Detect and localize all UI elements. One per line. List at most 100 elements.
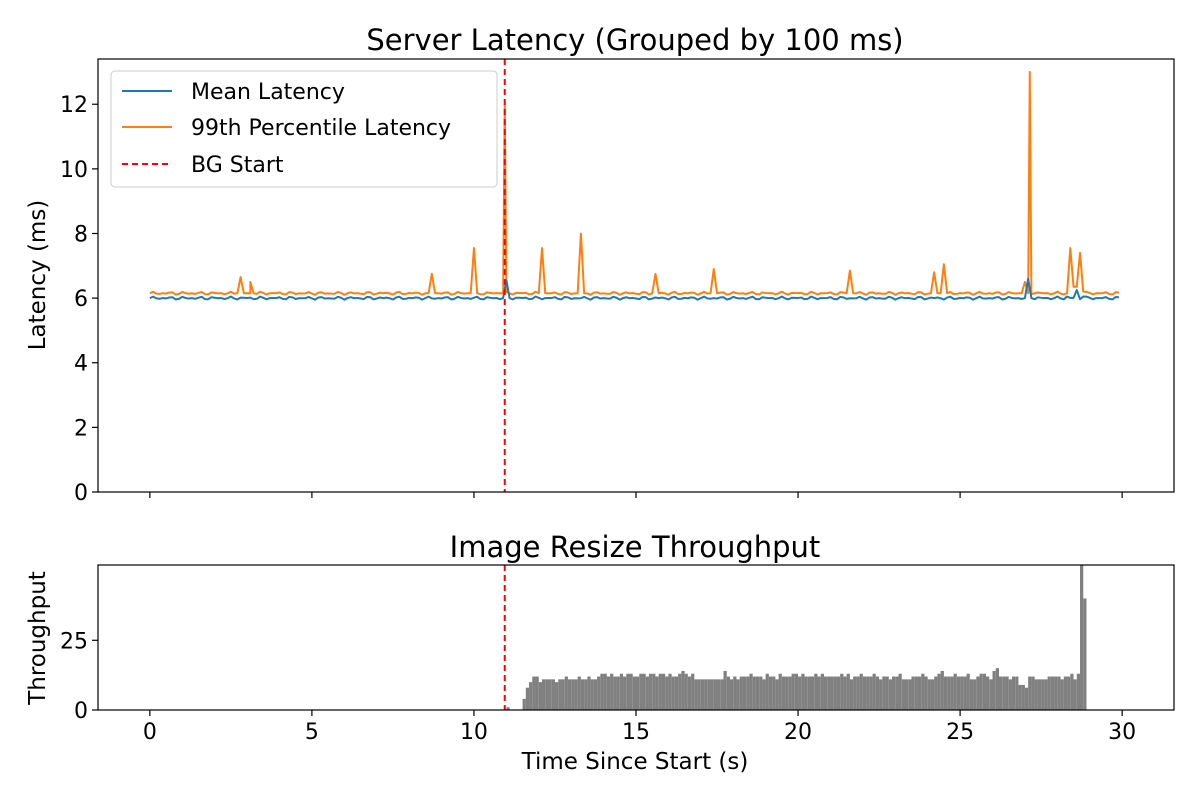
throughput-plot-area <box>503 565 1087 710</box>
throughput-bar <box>840 673 844 710</box>
throughput-bar <box>820 673 824 710</box>
throughput-bar <box>833 676 837 710</box>
throughput-bar <box>947 676 951 710</box>
throughput-bar <box>564 676 568 710</box>
x-tick-label: 20 <box>784 720 812 745</box>
legend: Mean Latency 99th Percentile Latency BG … <box>110 70 498 188</box>
x-tick-label: 15 <box>622 720 650 745</box>
legend-box <box>110 70 498 188</box>
throughput-bar <box>717 679 721 710</box>
throughput-bar <box>1054 676 1058 710</box>
throughput-bar <box>648 673 653 710</box>
throughput-bar <box>632 676 636 710</box>
throughput-bar <box>901 679 905 710</box>
throughput-chart-title: Image Resize Throughput <box>450 530 821 564</box>
throughput-bar <box>1080 565 1084 710</box>
latency-y-tick-label: 4 <box>74 352 88 377</box>
throughput-y-tick-label: 0 <box>74 699 88 724</box>
throughput-bar <box>742 676 747 710</box>
throughput-bar <box>723 670 727 710</box>
latency-y-axis-label: Latency (ms) <box>25 200 51 351</box>
latency-y-tick-label: 0 <box>74 481 88 506</box>
throughput-bar <box>752 676 756 710</box>
throughput-bar <box>678 673 682 710</box>
throughput-bar <box>869 676 873 710</box>
latency-chart-title: Server Latency (Grouped by 100 ms) <box>366 23 903 57</box>
throughput-bar <box>950 676 954 710</box>
throughput-bar <box>976 676 980 710</box>
x-axis-label: Time Since Start (s) <box>521 749 749 775</box>
latency-y-tick-label: 12 <box>60 93 88 118</box>
throughput-bar <box>600 673 604 710</box>
throughput-bar <box>710 679 714 710</box>
throughput-bar <box>1037 679 1042 710</box>
latency-ticks: 0 2 4 6 8 10 12 <box>60 93 1123 506</box>
throughput-bar <box>525 687 530 710</box>
throughput-bar <box>681 670 685 710</box>
throughput-bar <box>580 679 585 710</box>
throughput-bar <box>577 676 581 710</box>
x-tick-label: 0 <box>143 720 157 745</box>
throughput-axes-frame <box>97 564 1175 711</box>
throughput-bar <box>668 673 672 710</box>
legend-label-p99: 99th Percentile Latency <box>191 116 451 141</box>
throughput-bar <box>1031 676 1035 710</box>
throughput-bar <box>567 679 572 710</box>
throughput-bar <box>704 679 708 710</box>
throughput-bar <box>989 679 993 710</box>
throughput-bar <box>1060 679 1064 710</box>
throughput-bar <box>655 676 659 710</box>
throughput-bar <box>652 673 656 710</box>
throughput-bar <box>1005 676 1009 710</box>
throughput-bar <box>1018 684 1022 710</box>
throughput-bar <box>626 673 630 710</box>
throughput-bar <box>561 679 565 710</box>
throughput-bar <box>593 679 598 710</box>
throughput-bar <box>636 676 640 710</box>
throughput-bar <box>1067 676 1071 710</box>
throughput-bar <box>532 676 536 710</box>
throughput-bar <box>736 679 740 710</box>
throughput-bar <box>807 676 812 710</box>
throughput-bar <box>522 698 526 710</box>
throughput-bar <box>986 676 990 710</box>
throughput-bar <box>898 673 902 710</box>
x-tick-label: 25 <box>946 720 974 745</box>
throughput-bar <box>619 673 624 710</box>
throughput-bar <box>979 673 983 710</box>
throughput-bar <box>794 673 799 710</box>
throughput-bar <box>1083 598 1087 710</box>
throughput-bar <box>801 673 805 710</box>
throughput-bar <box>629 673 633 710</box>
throughput-bar <box>788 676 792 710</box>
throughput-bar <box>1034 679 1038 710</box>
throughput-bar <box>1011 676 1016 710</box>
throughput-bar <box>538 682 543 710</box>
latency-axes-frame <box>97 58 1175 493</box>
throughput-bar <box>905 679 909 710</box>
throughput-bar <box>542 679 546 710</box>
throughput-bar <box>862 676 867 710</box>
throughput-bar <box>768 676 773 710</box>
throughput-bar <box>584 679 588 710</box>
throughput-bar <box>603 673 607 710</box>
throughput-bar <box>1015 676 1019 710</box>
throughput-bar <box>892 676 896 710</box>
throughput-bar <box>694 679 698 710</box>
throughput-bar <box>574 679 578 710</box>
throughput-bar <box>1073 679 1077 710</box>
throughput-bar <box>995 668 999 710</box>
throughput-bar <box>998 676 1003 710</box>
throughput-ticks: 0 25 0 5 10 15 20 25 30 <box>60 629 1136 745</box>
throughput-bar <box>616 676 620 710</box>
throughput-bar <box>733 676 737 710</box>
throughput-bar <box>1057 676 1061 710</box>
throughput-bar <box>713 679 718 710</box>
throughput-bar <box>1021 684 1025 710</box>
throughput-bar <box>1041 679 1045 710</box>
throughput-bar <box>749 673 753 710</box>
throughput-bar <box>726 676 730 710</box>
throughput-bar <box>1063 676 1068 710</box>
throughput-bar <box>914 676 918 710</box>
